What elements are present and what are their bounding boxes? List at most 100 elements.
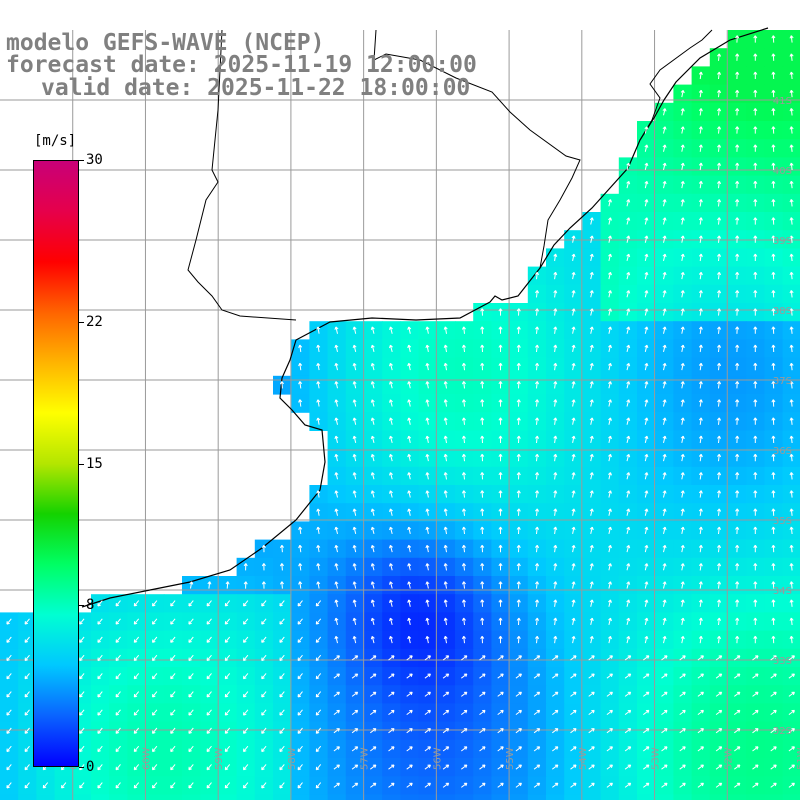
wind-arrow	[480, 344, 485, 353]
wind-arrow	[753, 235, 758, 243]
wind-arrow	[571, 381, 576, 389]
wind-arrow	[698, 490, 703, 498]
wind-arrow	[279, 381, 284, 389]
wind-arrow	[753, 544, 758, 553]
wind-arrow	[698, 89, 703, 98]
wind-arrow	[497, 728, 504, 734]
wind-arrow	[243, 745, 249, 753]
wind-arrow	[589, 453, 594, 462]
wind-arrow	[608, 635, 612, 644]
wind-arrow	[206, 691, 212, 698]
longitude-label: 60W	[141, 747, 152, 770]
wind-arrow	[753, 162, 758, 170]
wind-arrow	[735, 126, 740, 134]
wind-cell	[182, 794, 201, 804]
wind-arrow	[698, 472, 703, 480]
wind-cell	[72, 794, 92, 804]
wind-arrow	[533, 782, 541, 788]
wind-arrow	[753, 399, 758, 407]
wind-arrow	[553, 453, 558, 462]
wind-arrow	[170, 600, 176, 607]
wind-arrow	[753, 71, 758, 79]
wind-arrow	[298, 399, 303, 407]
wind-arrow	[606, 673, 613, 679]
wind-arrow	[352, 635, 357, 644]
wind-arrow	[152, 600, 158, 607]
wind-arrow	[589, 326, 594, 334]
wind-arrow	[535, 490, 540, 498]
wind-arrow	[370, 617, 375, 626]
wind-arrow	[480, 599, 485, 607]
wind-arrow	[515, 728, 522, 734]
wind-arrow	[370, 344, 375, 353]
wind-arrow	[480, 381, 485, 389]
wind-cell	[200, 794, 219, 804]
wind-arrow	[606, 782, 613, 788]
wind-arrow	[662, 581, 667, 589]
wind-arrow	[735, 472, 740, 480]
wind-arrow	[662, 544, 667, 553]
wind-arrow	[680, 617, 685, 626]
wind-arrow	[188, 636, 194, 643]
wind-arrow	[533, 691, 541, 697]
wind-arrow	[406, 782, 413, 788]
wind-arrow	[735, 508, 740, 516]
wind-arrow	[388, 782, 395, 788]
wind-arrow	[624, 764, 632, 770]
wind-arrow	[717, 617, 722, 626]
colorbar-tick-mark	[79, 160, 84, 161]
wind-arrow	[552, 764, 559, 770]
wind-arrow	[735, 108, 740, 116]
wind-arrow	[316, 326, 321, 334]
wind-arrow	[553, 581, 558, 589]
wind-arrow	[717, 508, 722, 516]
wind-arrow	[626, 453, 631, 462]
wind-arrow	[717, 199, 722, 207]
wind-arrow	[334, 362, 339, 371]
wind-arrow	[771, 290, 776, 298]
wind-arrow	[279, 673, 285, 680]
wind-arrow	[553, 526, 558, 535]
wind-arrow	[406, 673, 413, 679]
wind-arrow	[608, 508, 612, 516]
wind-arrow	[771, 308, 776, 316]
wind-arrow	[370, 472, 375, 480]
wind-arrow	[752, 728, 759, 734]
wind-arrow	[334, 490, 339, 498]
wind-arrow	[6, 709, 12, 716]
wind-arrow	[661, 709, 668, 715]
wind-arrow	[24, 691, 30, 698]
wind-arrow	[789, 199, 794, 207]
wind-arrow	[352, 344, 357, 353]
wind-arrow	[351, 764, 359, 770]
wind-arrow	[697, 746, 704, 752]
wind-arrow	[389, 453, 393, 462]
wind-arrow	[698, 362, 703, 371]
wind-arrow	[570, 691, 577, 697]
wind-arrow	[644, 326, 649, 334]
wind-arrow	[680, 599, 685, 607]
wind-arrow	[734, 782, 741, 788]
wind-arrow	[315, 654, 322, 662]
wind-arrow	[608, 417, 612, 425]
wind-cell	[509, 794, 529, 804]
wind-arrow	[626, 162, 631, 171]
wind-arrow	[389, 490, 393, 498]
wind-arrow	[789, 490, 794, 498]
wind-cell	[746, 794, 765, 804]
wind-arrow	[608, 217, 612, 225]
wind-arrow	[535, 435, 540, 444]
wind-arrow	[680, 108, 685, 116]
wind-arrow	[370, 381, 375, 389]
wind-arrow	[407, 563, 412, 571]
wind-arrow	[6, 673, 12, 680]
wind-arrow	[535, 544, 540, 553]
wind-arrow	[753, 417, 758, 425]
wind-cell	[309, 794, 329, 804]
wind-arrow	[152, 673, 158, 680]
wind-arrow	[698, 71, 703, 80]
wind-arrow	[734, 673, 741, 679]
wind-arrow	[261, 581, 266, 589]
wind-arrow	[717, 472, 722, 480]
wind-arrow	[424, 764, 431, 770]
